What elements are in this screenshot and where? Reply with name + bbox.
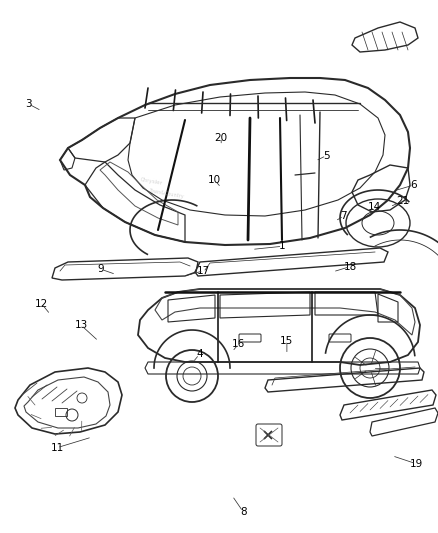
Text: Town&Country: Town&Country xyxy=(148,188,184,199)
Text: 12: 12 xyxy=(35,299,48,309)
Text: 11: 11 xyxy=(50,443,64,453)
Text: 6: 6 xyxy=(410,180,417,190)
Text: 10: 10 xyxy=(208,175,221,185)
Bar xyxy=(55,408,67,416)
Text: 3: 3 xyxy=(25,99,32,109)
Text: 5: 5 xyxy=(323,151,330,160)
Text: 21: 21 xyxy=(396,196,410,206)
Text: 9: 9 xyxy=(97,264,104,274)
Text: 19: 19 xyxy=(410,459,423,469)
Text: 20: 20 xyxy=(215,133,228,142)
Text: 15: 15 xyxy=(280,336,293,346)
Text: 7: 7 xyxy=(340,211,347,221)
Text: 17: 17 xyxy=(197,266,210,276)
Text: 1: 1 xyxy=(279,241,286,251)
Text: Chrysler: Chrysler xyxy=(140,177,163,186)
Text: 8: 8 xyxy=(240,507,247,516)
Text: 13: 13 xyxy=(74,320,88,330)
Text: 18: 18 xyxy=(344,262,357,271)
Text: 4: 4 xyxy=(196,350,203,359)
Text: 16: 16 xyxy=(232,339,245,349)
Text: 14: 14 xyxy=(368,202,381,212)
